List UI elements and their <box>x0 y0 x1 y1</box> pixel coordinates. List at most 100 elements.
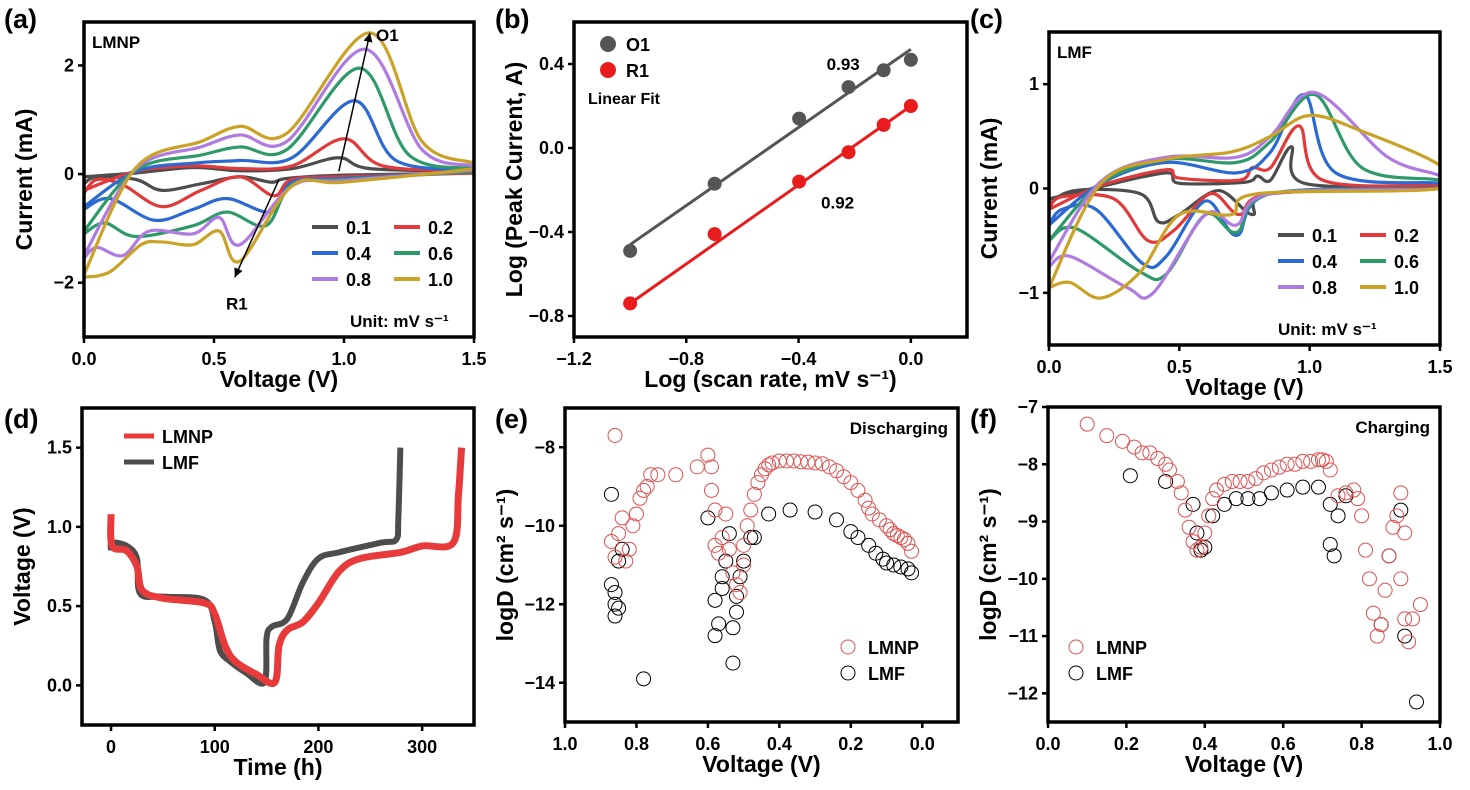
data-point-LMNP <box>632 490 648 506</box>
legend-marker <box>1068 639 1084 655</box>
x-tick-label: −0.4 <box>781 349 817 369</box>
data-point-LMNP <box>746 486 762 502</box>
y-axis-label: logD (cm² s⁻¹) <box>975 488 1001 641</box>
data-point-LMF <box>879 555 895 571</box>
data-point-LMNP <box>764 455 780 471</box>
panel-label: (b) <box>495 4 529 34</box>
data-point-LMNP <box>1232 473 1248 489</box>
legend-label: O1 <box>626 35 650 55</box>
data-point-LMF <box>611 553 627 569</box>
y-tick-label: 0.0 <box>539 138 564 158</box>
panel-b: (b) −1.2 −0.8 −0.4 0.0 −0.8 −0.4 0.0 0.4 Log (sca… <box>495 4 969 392</box>
data-point-LMF <box>1263 485 1279 501</box>
data-point-LMNP <box>1365 605 1381 621</box>
data-point-LMF <box>1158 473 1174 489</box>
y-tick-label: −12 <box>1007 683 1038 703</box>
data-point-LMNP <box>618 553 634 569</box>
legend-label: 0.2 <box>428 218 453 238</box>
legend-label: 1.0 <box>1394 278 1419 298</box>
plot-area <box>623 48 918 311</box>
x-tick-label: 0.0 <box>898 349 923 369</box>
legend-label: 0.4 <box>346 244 371 264</box>
data-point-LMF <box>782 502 798 518</box>
data-point-LMNP <box>1197 525 1213 541</box>
data-point-LMNP <box>807 455 823 471</box>
data-point-LMNP <box>703 482 719 498</box>
x-axis-label: Voltage (V) <box>1185 374 1303 400</box>
data-point-LMNP <box>1310 452 1326 468</box>
annotation-label: O1 <box>376 26 399 45</box>
data-point-LMF <box>728 588 744 604</box>
plot-frame <box>563 406 960 724</box>
data-point-R1 <box>707 227 722 242</box>
data-point-LMNP <box>1169 473 1185 489</box>
legend-label: 0.6 <box>1394 252 1419 272</box>
data-point-LMF <box>850 530 866 546</box>
data-point-LMNP <box>1350 491 1366 507</box>
data-point-LMF <box>603 577 619 593</box>
data-point-LMNP <box>650 467 666 483</box>
data-point-LMNP <box>904 543 920 559</box>
voltage-curve-LMF <box>107 447 404 687</box>
data-point-R1 <box>623 296 638 311</box>
data-point-LMNP <box>1177 502 1193 518</box>
sample-label: LMF <box>1057 43 1092 62</box>
data-point-LMNP <box>643 467 659 483</box>
legend-marker <box>840 639 856 655</box>
data-point-LMNP <box>1393 485 1409 501</box>
plot-frame <box>1047 30 1442 347</box>
y-tick-label: −0.4 <box>528 222 564 242</box>
y-tick-label: −10 <box>1007 569 1038 589</box>
data-point-LMNP <box>721 541 737 557</box>
data-point-LMF <box>1338 488 1354 504</box>
data-point-LMF <box>607 584 623 600</box>
y-tick-label: −9 <box>1017 512 1038 532</box>
legend-label: LMF <box>162 453 199 473</box>
data-point-LMF <box>721 526 737 542</box>
x-tick-label: 0.8 <box>624 734 649 754</box>
x-tick-label: 0.6 <box>695 734 720 754</box>
y-tick-label: −0.8 <box>528 306 564 326</box>
y-tick-label: −14 <box>524 673 555 693</box>
legend-label: 0.1 <box>1312 226 1337 246</box>
panel-label: (c) <box>970 4 1003 34</box>
x-axis-label: Time (h) <box>233 754 322 780</box>
x-tick-label: −1.2 <box>556 349 592 369</box>
x-tick-label: −0.8 <box>669 349 705 369</box>
y-tick-label: 0 <box>64 164 74 184</box>
data-point-LMNP <box>1271 459 1287 475</box>
data-point-LMNP <box>857 492 873 508</box>
plot-frame <box>1046 405 1442 724</box>
data-point-LMF <box>714 569 730 585</box>
data-point-LMNP <box>1216 476 1232 492</box>
data-point-O1 <box>876 63 891 78</box>
data-point-LMNP <box>611 526 627 542</box>
data-point-LMNP <box>1287 456 1303 472</box>
data-point-LMNP <box>707 502 723 518</box>
y-tick-label: 1.0 <box>47 517 72 537</box>
y-axis-label: Log (Peak Current, A) <box>501 62 527 298</box>
data-point-LMNP <box>1142 445 1158 461</box>
plot-area <box>84 31 474 279</box>
data-point-LMNP <box>728 577 744 593</box>
data-point-LMNP <box>1389 508 1405 524</box>
cv-curve-0.6 <box>84 66 474 239</box>
x-tick-label: 0.0 <box>1035 734 1060 754</box>
cv-curve-0.8 <box>84 47 474 260</box>
x-tick-label: 100 <box>200 737 230 757</box>
x-tick-label: 1.5 <box>1427 357 1452 377</box>
data-point-LMNP <box>1079 416 1095 432</box>
data-point-LMNP <box>1181 519 1197 535</box>
panel-e: (e) 1.0 0.8 0.6 0.4 0.2 0.0 −14 −12 −10 −8 Voltage … <box>492 404 960 777</box>
data-point-LMNP <box>628 506 644 522</box>
data-point-LMF <box>707 628 723 644</box>
data-point-LMNP <box>714 530 730 546</box>
data-point-LMNP <box>814 456 830 472</box>
data-point-O1 <box>841 80 856 95</box>
data-point-LMNP <box>668 467 684 483</box>
legend-label: LMF <box>1096 664 1133 684</box>
data-point-LMF <box>829 512 845 528</box>
legend-label: 0.4 <box>1312 252 1337 272</box>
data-point-R1 <box>876 117 891 132</box>
